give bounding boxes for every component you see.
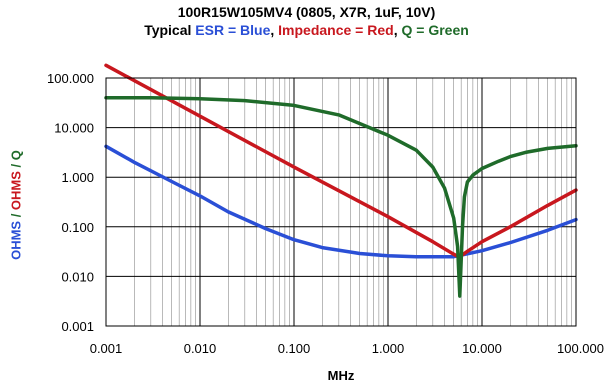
- subtitle-impedance: Impedance = Red: [278, 22, 394, 38]
- subtitle-sep-2: ,: [393, 22, 402, 38]
- subtitle-sep-1: ,: [270, 22, 279, 38]
- x-tick-label: 10.000: [462, 341, 502, 356]
- x-tick-labels: 0.001 0.010 0.100 1.000 10.000 100.000: [90, 341, 604, 356]
- x-axis-label: MHz: [327, 368, 355, 383]
- plot-frame: [105, 77, 577, 327]
- y-tick-label: 0.001: [61, 319, 94, 334]
- x-tick-label: 100.000: [557, 341, 604, 356]
- x-tick-label: 1.000: [372, 341, 405, 356]
- plot-background: [106, 78, 576, 326]
- y-tick-label: 1.000: [61, 170, 94, 185]
- chart-title-block: 100R15W105MV4 (0805, X7R, 1uF, 10V) Typi…: [0, 3, 613, 39]
- series-line-q: [104, 95, 578, 298]
- x-tick-label: 0.001: [90, 341, 123, 356]
- x-tick-label: 0.100: [278, 341, 311, 356]
- y-tick-label: 0.010: [61, 269, 94, 284]
- grid-minor: [134, 78, 572, 326]
- y-tick-label: 0.100: [61, 220, 94, 235]
- y-tick-label: 10.000: [54, 121, 94, 136]
- chart-subtitle: Typical ESR = Blue, Impedance = Red, Q =…: [0, 21, 613, 39]
- x-tick-label: 0.010: [184, 341, 217, 356]
- series-line-esr: [104, 144, 578, 259]
- chart-title: 100R15W105MV4 (0805, X7R, 1uF, 10V): [177, 4, 436, 20]
- y-tick-labels: 100.000 10.000 1.000 0.100 0.010 0.001: [47, 71, 94, 334]
- subtitle-q: Q = Green: [401, 22, 469, 38]
- subtitle-esr: ESR = Blue: [195, 22, 271, 38]
- y-tick-label: 100.000: [47, 71, 94, 86]
- series-layer: [104, 63, 578, 298]
- subtitle-prefix: Typical: [144, 22, 196, 38]
